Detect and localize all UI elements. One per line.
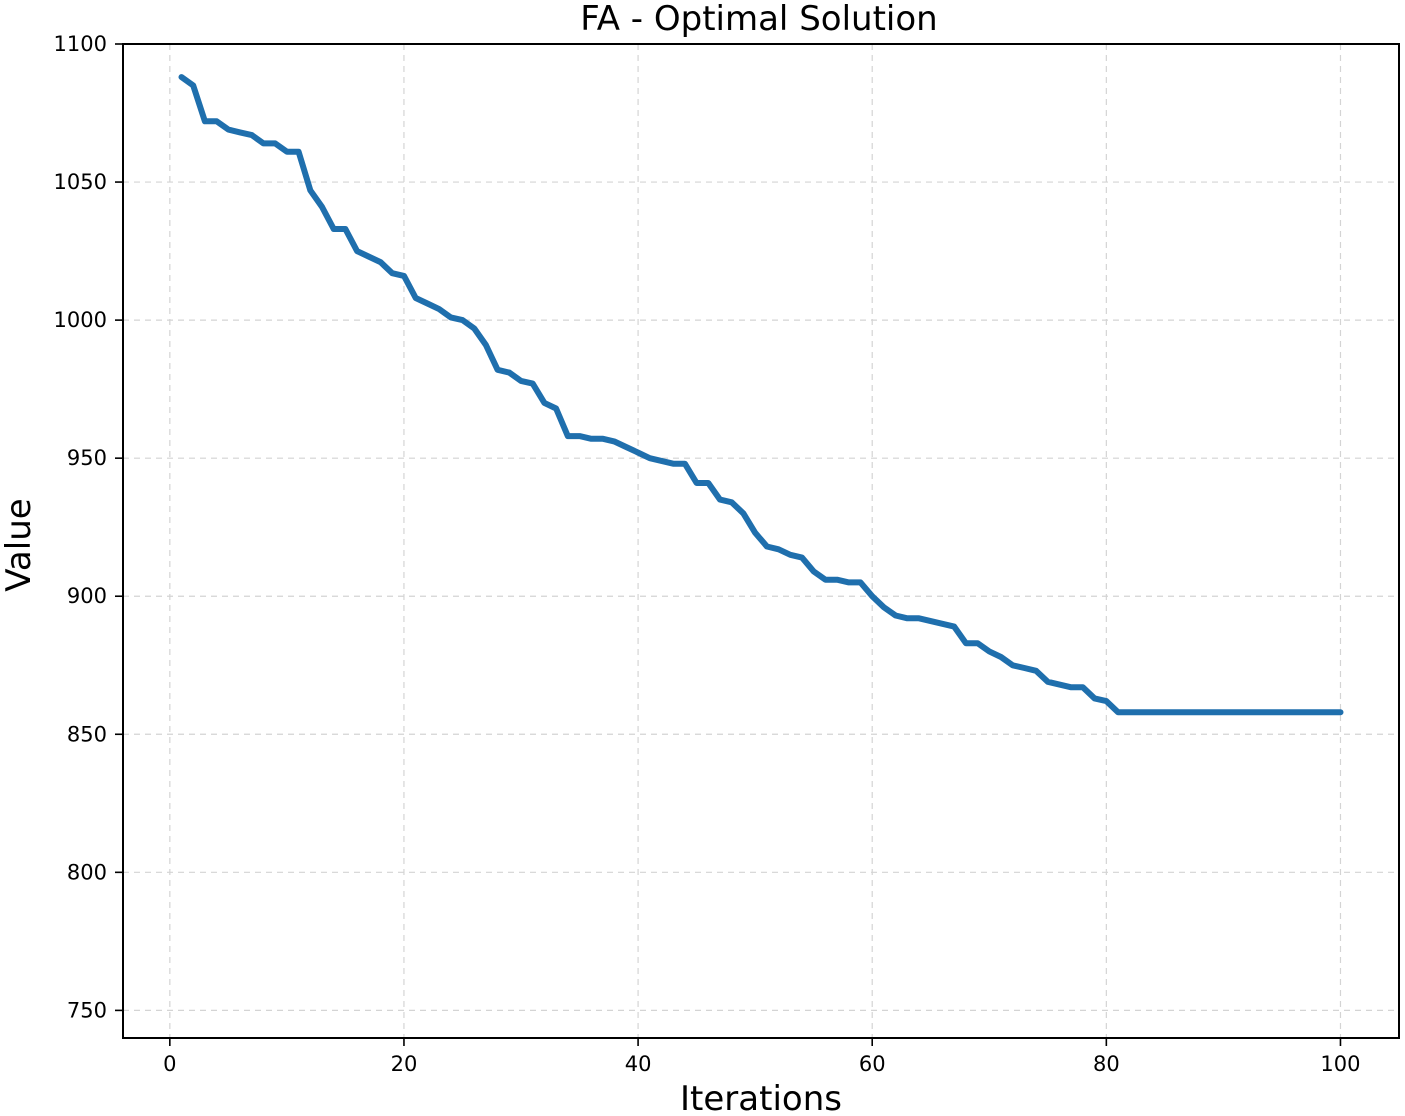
x-tick-label: 100	[1320, 1052, 1360, 1076]
y-tick-label: 850	[67, 722, 107, 746]
x-axis: 0 20 40 60 80 100	[163, 1038, 1361, 1076]
y-tick-label: 950	[67, 446, 107, 470]
series-layer	[178, 74, 1344, 716]
x-axis-label: Iterations	[680, 1079, 842, 1116]
x-tick-label: 0	[163, 1052, 176, 1076]
chart-title: FA - Optimal Solution	[580, 0, 937, 39]
x-tick-label: 60	[859, 1052, 886, 1076]
series-line	[178, 74, 1344, 716]
y-tick-label: 800	[67, 860, 107, 884]
y-tick-label: 750	[67, 998, 107, 1022]
y-axis-label: Value	[0, 498, 39, 591]
y-axis: 750 800 850 900 950 1000 1050 1100	[54, 32, 123, 1022]
x-tick-label: 20	[391, 1052, 418, 1076]
plot-frame	[122, 43, 1400, 1039]
y-tick-label: 1000	[54, 308, 107, 332]
y-tick-label: 1050	[54, 170, 107, 194]
x-tick-label: 80	[1093, 1052, 1120, 1076]
y-tick-label: 900	[67, 584, 107, 608]
y-tick-label: 1100	[54, 32, 107, 56]
x-tick-label: 40	[625, 1052, 652, 1076]
